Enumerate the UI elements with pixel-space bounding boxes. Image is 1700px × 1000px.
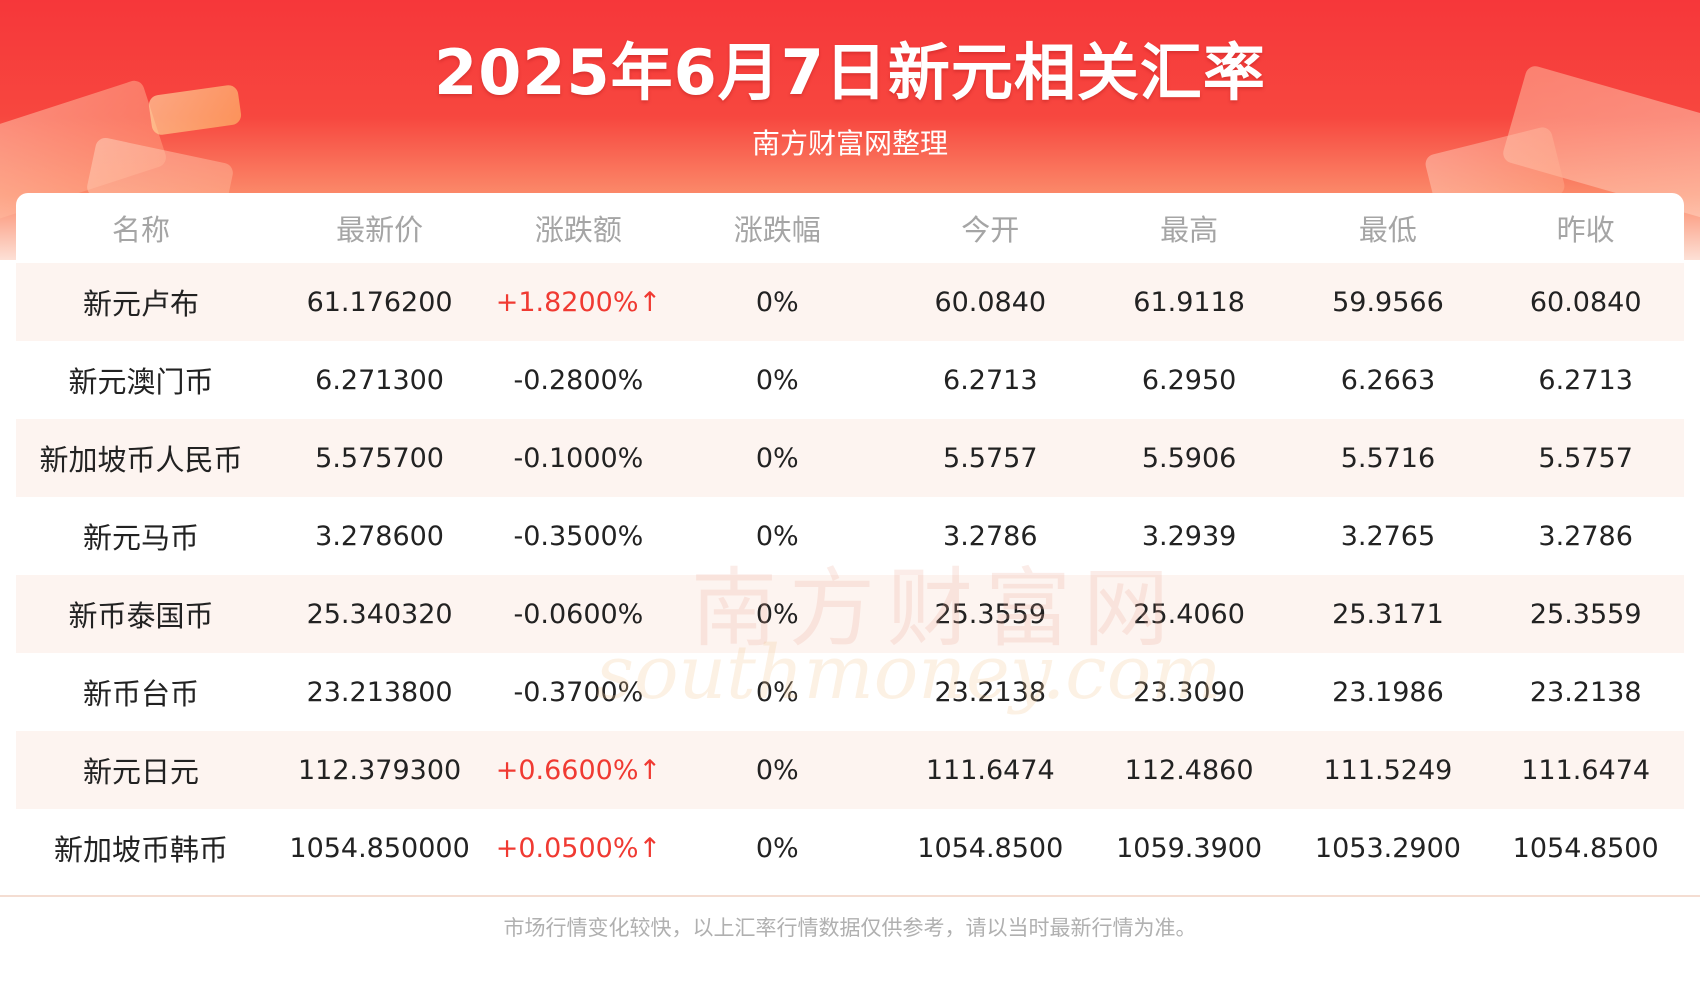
cell-change: -0.3500% xyxy=(513,520,644,552)
cell-change-pct: 0% xyxy=(755,754,799,786)
cell-open: 5.5757 xyxy=(943,442,1038,474)
cell-high: 3.2939 xyxy=(1141,520,1237,552)
cell-change: -0.0600% xyxy=(513,598,644,630)
rates-table: 名称 最新价 涨跌额 涨跌幅 今开 最高 最低 昨收 新元卢布 61.176200… xyxy=(16,193,1684,887)
cell-prev-close: 5.5757 xyxy=(1538,442,1633,474)
cell-low: 5.5716 xyxy=(1340,442,1436,474)
footer-disclaimer: 市场行情变化较快，以上汇率行情数据仅供参考，请以当时最新行情为准。 xyxy=(503,916,1197,940)
cell-change-pct: 0% xyxy=(755,598,799,630)
cell-change-pct: 0% xyxy=(755,676,799,708)
cell-open: 6.2713 xyxy=(943,364,1038,396)
table-row: 新加坡币韩币 1054.850000 +0.0500%↑ 0% 1054.8500 105… xyxy=(16,809,1684,887)
cell-high: 5.5906 xyxy=(1141,442,1237,474)
cell-low: 59.9566 xyxy=(1332,286,1444,318)
cell-low: 111.5249 xyxy=(1323,754,1453,786)
cell-change: +1.8200%↑ xyxy=(495,286,662,318)
column-header-high: 最高 xyxy=(1160,213,1219,247)
cell-prev-close: 3.2786 xyxy=(1538,520,1633,552)
cell-latest: 25.340320 xyxy=(306,598,453,630)
table-row: 新币泰国币 25.340320 -0.0600% 0% 25.3559 25.4060 25… xyxy=(16,575,1684,653)
cell-high: 23.3090 xyxy=(1133,676,1245,708)
cell-change: +0.6600%↑ xyxy=(495,754,662,786)
cell-low: 1053.2900 xyxy=(1314,832,1461,864)
cell-open: 25.3559 xyxy=(934,598,1047,630)
table-row: 新加坡币人民币 5.575700 -0.1000% 0% 5.5757 5.5906 5.5… xyxy=(16,419,1684,497)
cell-latest: 1054.850000 xyxy=(289,832,470,864)
cell-prev-close: 1054.8500 xyxy=(1512,832,1659,864)
cell-open: 111.6474 xyxy=(925,754,1055,786)
rates-card: 名称 最新价 涨跌额 涨跌幅 今开 最高 最低 昨收 新元卢布 61.176200… xyxy=(16,193,1684,898)
cell-high: 25.4060 xyxy=(1133,598,1245,630)
cell-name: 新币泰国币 xyxy=(68,599,214,633)
cell-latest: 3.278600 xyxy=(315,520,444,552)
cell-name: 新加坡币人民币 xyxy=(39,443,243,477)
column-header-low: 最低 xyxy=(1358,213,1417,247)
footer-divider xyxy=(0,895,1700,897)
column-header-prev-close: 昨收 xyxy=(1556,213,1615,247)
cell-name: 新元日元 xyxy=(82,755,199,789)
table-body: 新元卢布 61.176200 +1.8200%↑ 0% 60.0840 61.9118 59… xyxy=(16,263,1684,887)
column-header-name: 名称 xyxy=(111,213,170,247)
cell-low: 23.1986 xyxy=(1332,676,1444,708)
table-row: 新元澳门币 6.271300 -0.2800% 0% 6.2713 6.2950 6.266… xyxy=(16,341,1684,419)
table-header-row: 名称 最新价 涨跌额 涨跌幅 今开 最高 最低 昨收 xyxy=(16,193,1684,263)
column-header-open: 今开 xyxy=(961,213,1020,247)
cell-latest: 5.575700 xyxy=(315,442,444,474)
cell-name: 新元澳门币 xyxy=(68,365,214,399)
cell-open: 1054.8500 xyxy=(917,832,1064,864)
column-header-change: 涨跌额 xyxy=(534,213,622,247)
cell-change: -0.1000% xyxy=(513,442,644,474)
cell-change-pct: 0% xyxy=(755,442,799,474)
cell-name: 新加坡币韩币 xyxy=(53,833,228,867)
cell-name: 新元卢布 xyxy=(82,287,199,321)
page-subtitle: 南方财富网整理 xyxy=(751,127,948,160)
table-row: 新元日元 112.379300 +0.6600%↑ 0% 111.6474 112.486… xyxy=(16,731,1684,809)
cell-prev-close: 23.2138 xyxy=(1529,676,1642,708)
cell-change: +0.0500%↑ xyxy=(495,832,662,864)
cell-prev-close: 6.2713 xyxy=(1538,364,1633,396)
table-row: 新币台币 23.213800 -0.3700% 0% 23.2138 23.3090 23.… xyxy=(16,653,1684,731)
cell-high: 112.4860 xyxy=(1124,754,1254,786)
column-header-change-pct: 涨跌幅 xyxy=(733,213,821,247)
cell-change: -0.2800% xyxy=(513,364,644,396)
cell-latest: 61.176200 xyxy=(306,286,453,318)
cell-open: 60.0840 xyxy=(934,286,1047,318)
cell-change-pct: 0% xyxy=(755,364,799,396)
cell-name: 新元马币 xyxy=(82,521,199,555)
cell-change-pct: 0% xyxy=(755,286,799,318)
cell-high: 6.2950 xyxy=(1141,364,1237,396)
cell-name: 新币台币 xyxy=(82,677,199,711)
page-title: 2025年6月7日新元相关汇率 xyxy=(434,36,1266,109)
table-row: 新元马币 3.278600 -0.3500% 0% 3.2786 3.2939 3.2765… xyxy=(16,497,1684,575)
cell-low: 25.3171 xyxy=(1332,598,1444,630)
cell-change: -0.3700% xyxy=(513,676,644,708)
cell-change-pct: 0% xyxy=(755,520,799,552)
cell-high: 61.9118 xyxy=(1133,286,1245,318)
cell-low: 3.2765 xyxy=(1340,520,1436,552)
column-header-latest: 最新价 xyxy=(336,213,424,247)
cell-latest: 6.271300 xyxy=(315,364,444,396)
cell-open: 23.2138 xyxy=(934,676,1047,708)
cell-low: 6.2663 xyxy=(1340,364,1436,396)
table-row: 新元卢布 61.176200 +1.8200%↑ 0% 60.0840 61.9118 59… xyxy=(16,263,1684,341)
cell-prev-close: 25.3559 xyxy=(1529,598,1642,630)
cell-latest: 23.213800 xyxy=(306,676,453,708)
cell-latest: 112.379300 xyxy=(297,754,462,786)
cell-change-pct: 0% xyxy=(755,832,799,864)
cell-prev-close: 60.0840 xyxy=(1529,286,1642,318)
cell-high: 1059.3900 xyxy=(1116,832,1263,864)
cell-prev-close: 111.6474 xyxy=(1521,754,1651,786)
cell-open: 3.2786 xyxy=(943,520,1038,552)
